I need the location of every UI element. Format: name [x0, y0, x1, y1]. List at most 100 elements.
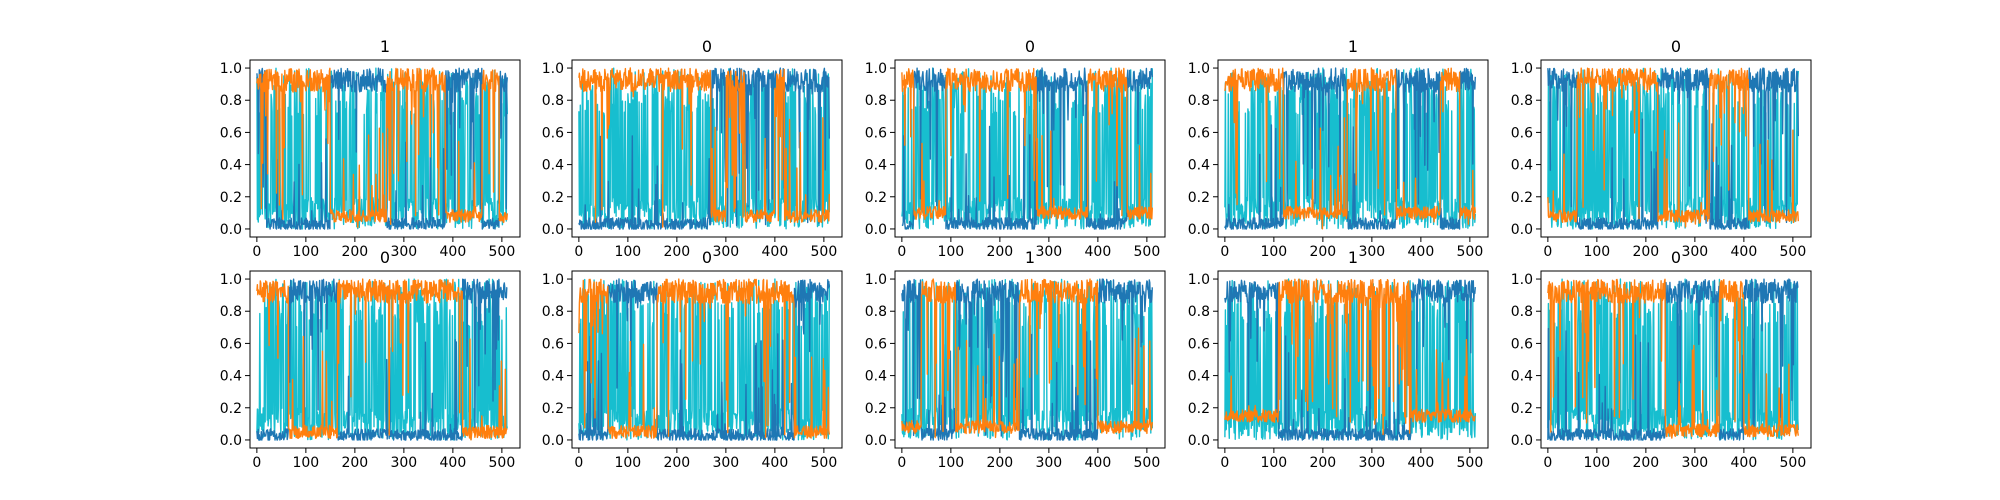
- x-tick-label: 100: [1260, 455, 1287, 471]
- y-tick-label: 0.2: [1511, 401, 1533, 417]
- series-line-2: [1224, 278, 1476, 441]
- x-tick-label: 0: [252, 455, 261, 471]
- y-tick-label: 1.0: [1511, 61, 1533, 77]
- x-tick-label: 400: [1731, 244, 1758, 260]
- y-tick-label: 0.4: [1188, 369, 1210, 385]
- x-tick-label: 300: [390, 244, 417, 260]
- x-tick-label: 400: [440, 244, 467, 260]
- x-tick-label: 200: [986, 455, 1013, 471]
- x-tick-label: 300: [1681, 244, 1708, 260]
- x-tick-label: 500: [1134, 244, 1161, 260]
- axes-frame: [1217, 270, 1489, 449]
- series-line-1: [578, 278, 830, 441]
- y-tick-label: 1.0: [1188, 272, 1210, 288]
- x-tick-label: 100: [614, 244, 641, 260]
- series-line-2: [1224, 67, 1476, 230]
- series-line-2: [901, 67, 1153, 230]
- x-tick-label: 500: [1457, 244, 1484, 260]
- y-tick-label: 0.4: [542, 158, 564, 174]
- y-tick-label: 0.6: [1188, 125, 1210, 141]
- axes-frame: [249, 270, 521, 449]
- y-tick-label: 0.8: [220, 304, 242, 320]
- x-tick-label: 0: [897, 244, 906, 260]
- y-tick-label: 1.0: [542, 61, 564, 77]
- x-tick-label: 100: [292, 455, 319, 471]
- x-tick-label: 500: [811, 455, 838, 471]
- y-tick-label: 1.0: [865, 272, 887, 288]
- y-tick-label: 0.8: [1188, 304, 1210, 320]
- series-line-2: [1547, 67, 1800, 230]
- subplot-title: 0: [1671, 248, 1681, 267]
- x-tick-label: 500: [489, 244, 516, 260]
- subplot-title: 0: [702, 248, 712, 267]
- x-tick-label: 200: [1632, 244, 1659, 260]
- subplot-title: 1: [1348, 248, 1358, 267]
- series-line-2: [1547, 278, 1799, 441]
- x-tick-label: 300: [390, 455, 417, 471]
- subplot-7: 0 100 200 300 400 500 0.0 0.2 0.4 0.6 0.8 1.0 0: [542, 248, 843, 471]
- x-tick-label: 200: [341, 455, 368, 471]
- axes-frame: [894, 59, 1166, 238]
- x-tick-label: 200: [663, 455, 690, 471]
- subplot-title: 0: [702, 37, 712, 56]
- y-tick-label: 0.0: [1188, 222, 1210, 238]
- series-line-3: [901, 278, 1153, 439]
- x-tick-label: 0: [1543, 244, 1552, 260]
- x-tick-label: 400: [762, 455, 789, 471]
- y-tick-label: 0.2: [1188, 401, 1210, 417]
- y-tick-label: 0.8: [865, 93, 887, 109]
- y-tick-label: 0.6: [1511, 125, 1533, 141]
- y-tick-label: 0.8: [220, 93, 242, 109]
- series-line-1: [1547, 67, 1799, 230]
- axes-frame: [571, 270, 843, 449]
- y-tick-label: 0.4: [1188, 158, 1210, 174]
- x-tick-label: 400: [1085, 244, 1112, 260]
- plot-area: [901, 67, 1154, 230]
- plot-area: [256, 67, 508, 230]
- y-tick-label: 0.4: [865, 369, 887, 385]
- y-tick-label: 0.2: [220, 190, 242, 206]
- y-tick-label: 1.0: [542, 272, 564, 288]
- plot-area: [901, 278, 1154, 441]
- y-tick-label: 0.4: [865, 158, 887, 174]
- x-tick-label: 400: [1408, 244, 1435, 260]
- x-tick-label: 500: [1134, 455, 1161, 471]
- y-tick-label: 0.6: [865, 336, 887, 352]
- plot-area: [1224, 67, 1476, 230]
- series-line-3: [1547, 278, 1799, 439]
- x-tick-label: 200: [663, 244, 690, 260]
- x-tick-label: 0: [574, 244, 583, 260]
- series-line-1: [1224, 67, 1476, 230]
- axes-frame: [571, 59, 843, 238]
- y-tick-label: 0.4: [220, 158, 242, 174]
- y-tick-label: 0.6: [1511, 336, 1533, 352]
- x-tick-label: 0: [574, 455, 583, 471]
- y-tick-label: 0.2: [1188, 190, 1210, 206]
- x-tick-label: 0: [897, 455, 906, 471]
- axes-frame: [894, 270, 1166, 449]
- subplot-5: 0 100 200 300 400 500 0.0 0.2 0.4 0.6 0.8 1.0 0: [1511, 37, 1812, 260]
- subplot-9: 0 100 200 300 400 500 0.0 0.2 0.4 0.6 0.8 1.0 1: [1188, 248, 1489, 471]
- x-tick-label: 500: [811, 244, 838, 260]
- x-tick-label: 200: [341, 244, 368, 260]
- series-line-2: [578, 278, 830, 441]
- axes-frame: [1217, 59, 1489, 238]
- subplot-3: 0 100 200 300 400 500 0.0 0.2 0.4 0.6 0.8 1.0 0: [865, 37, 1166, 260]
- subplot-2: 0 100 200 300 400 500 0.0 0.2 0.4 0.6 0.8 1.0 0: [542, 37, 843, 260]
- x-tick-label: 200: [1309, 455, 1336, 471]
- y-tick-label: 0.4: [1511, 369, 1533, 385]
- x-tick-label: 100: [292, 244, 319, 260]
- x-tick-label: 300: [1358, 244, 1385, 260]
- x-tick-label: 100: [937, 244, 964, 260]
- plot-area: [1547, 278, 1799, 441]
- series-line-3: [578, 278, 830, 439]
- y-tick-label: 0.2: [865, 401, 887, 417]
- y-tick-label: 0.6: [542, 336, 564, 352]
- y-tick-label: 0.2: [542, 190, 564, 206]
- y-tick-label: 0.8: [1511, 93, 1533, 109]
- subplot-title: 0: [380, 248, 390, 267]
- plot-area: [256, 278, 508, 441]
- x-tick-label: 100: [614, 455, 641, 471]
- y-tick-label: 0.8: [1511, 304, 1533, 320]
